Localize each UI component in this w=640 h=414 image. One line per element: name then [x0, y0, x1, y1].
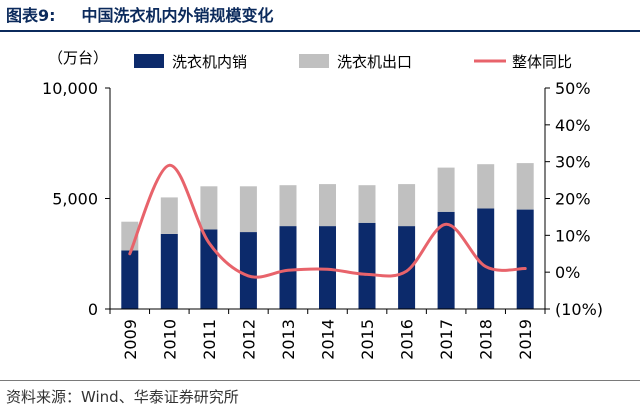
bar-export [477, 164, 495, 209]
bar-export [239, 186, 257, 232]
x-tick-label: 2017 [437, 319, 456, 360]
bar-domestic [358, 222, 376, 309]
bar-export [200, 186, 218, 230]
bar-domestic [239, 232, 257, 309]
bar-domestic [477, 208, 495, 309]
right-tick-label: 30% [555, 153, 591, 172]
title-rule [0, 30, 640, 32]
bar-export [358, 185, 376, 223]
x-tick-label: 2012 [239, 319, 258, 360]
legend-swatch-domestic [134, 54, 164, 68]
x-tick-label: 2018 [477, 319, 496, 360]
yoy-line [128, 163, 527, 279]
legend-label: 整体同比 [512, 53, 572, 71]
left-tick-label: 0 [88, 300, 98, 319]
right-tick-label: 20% [555, 190, 591, 209]
left-tick-label: 5,000 [52, 190, 98, 209]
right-tick-label: (10%) [555, 300, 603, 319]
bar-export [398, 184, 416, 227]
bar-export [319, 184, 336, 227]
bar-domestic [279, 226, 297, 309]
bar-domestic [437, 211, 455, 309]
x-tick-label: 2015 [358, 319, 377, 360]
bar-export [437, 167, 455, 212]
legend-label: 洗衣机内销 [172, 53, 247, 71]
bar-domestic [121, 250, 139, 309]
left-axis-unit: （万台） [48, 49, 108, 67]
x-tick-label: 2010 [160, 319, 179, 360]
x-tick-label: 2014 [319, 319, 338, 360]
x-tick-label: 2016 [398, 319, 417, 360]
axes-layer: 0 5,000 10,000 (10%) 0% 10% 20% 30% 40% 50% 2009 20… [42, 49, 603, 360]
bar-domestic [319, 226, 336, 309]
right-tick-label: 50% [555, 79, 591, 98]
bar-domestic [160, 233, 178, 309]
legend-swatch-export [299, 54, 329, 68]
footer-rule [0, 380, 640, 381]
x-tick-label: 2011 [200, 319, 219, 360]
figure-title: 中国洗衣机内外销规模变化 [81, 6, 274, 25]
x-tick-label: 2019 [516, 319, 535, 360]
bar-domestic [516, 209, 534, 309]
right-tick-label: 40% [555, 116, 591, 135]
right-tick-label: 10% [555, 226, 591, 245]
legend: 洗衣机内销 洗衣机出口 整体同比 [134, 53, 572, 71]
legend-label: 洗衣机出口 [337, 53, 412, 71]
source-note: 资料来源：Wind、华泰证券研究所 [6, 388, 239, 406]
left-tick-label: 10,000 [42, 79, 98, 98]
bar-export [160, 197, 178, 234]
bar-domestic [398, 226, 416, 309]
figure-title-bar: 图表9: 中国洗衣机内外销规模变化 [6, 2, 274, 30]
x-tick-label: 2013 [279, 319, 298, 360]
bar-export [516, 163, 534, 210]
right-tick-label: 0% [555, 263, 580, 282]
bar-export [279, 185, 297, 227]
figure-number: 图表9: [6, 6, 56, 25]
x-tick-label: 2009 [121, 319, 140, 360]
